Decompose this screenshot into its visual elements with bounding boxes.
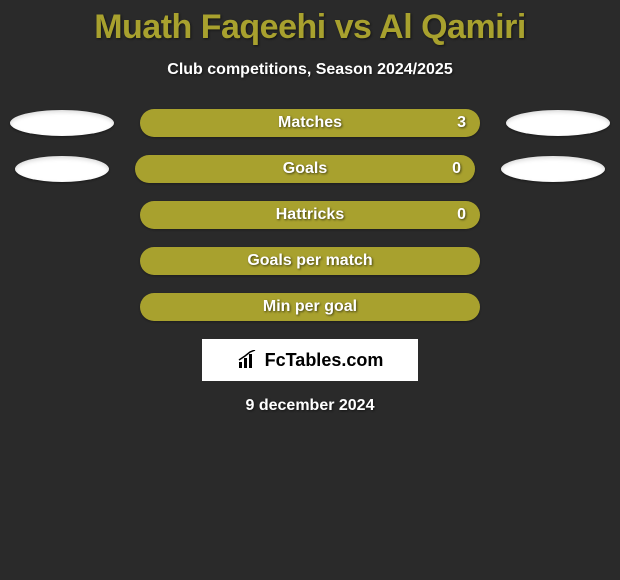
left-ellipse bbox=[15, 156, 109, 182]
stat-label: Goals bbox=[283, 160, 327, 178]
bar-chart-icon bbox=[237, 350, 259, 370]
stat-rows: Matches 3 Goals 0 Hattricks 0 Goals per match M… bbox=[0, 109, 620, 321]
comparison-title: Muath Faqeehi vs Al Qamiri bbox=[0, 0, 620, 47]
stat-bar: Goals per match bbox=[140, 247, 480, 275]
watermark: FcTables.com bbox=[202, 339, 418, 381]
stat-row: Goals per match bbox=[0, 247, 620, 275]
right-ellipse bbox=[501, 156, 605, 182]
comparison-subtitle: Club competitions, Season 2024/2025 bbox=[0, 61, 620, 79]
stat-bar: Min per goal bbox=[140, 293, 480, 321]
stat-row: Goals 0 bbox=[0, 155, 620, 183]
left-ellipse bbox=[10, 110, 114, 136]
stat-label: Hattricks bbox=[276, 206, 344, 224]
right-ellipse bbox=[506, 110, 610, 136]
stat-value: 0 bbox=[457, 206, 466, 224]
stat-bar: Matches 3 bbox=[140, 109, 480, 137]
stat-row: Hattricks 0 bbox=[0, 201, 620, 229]
stat-label: Matches bbox=[278, 114, 342, 132]
stat-bar: Hattricks 0 bbox=[140, 201, 480, 229]
stat-value: 0 bbox=[452, 160, 461, 178]
stat-row: Min per goal bbox=[0, 293, 620, 321]
stat-label: Min per goal bbox=[263, 298, 357, 316]
watermark-text: FcTables.com bbox=[265, 350, 384, 371]
generation-date: 9 december 2024 bbox=[0, 397, 620, 415]
stat-label: Goals per match bbox=[247, 252, 372, 270]
stat-bar: Goals 0 bbox=[135, 155, 475, 183]
stat-value: 3 bbox=[457, 114, 466, 132]
stat-row: Matches 3 bbox=[0, 109, 620, 137]
